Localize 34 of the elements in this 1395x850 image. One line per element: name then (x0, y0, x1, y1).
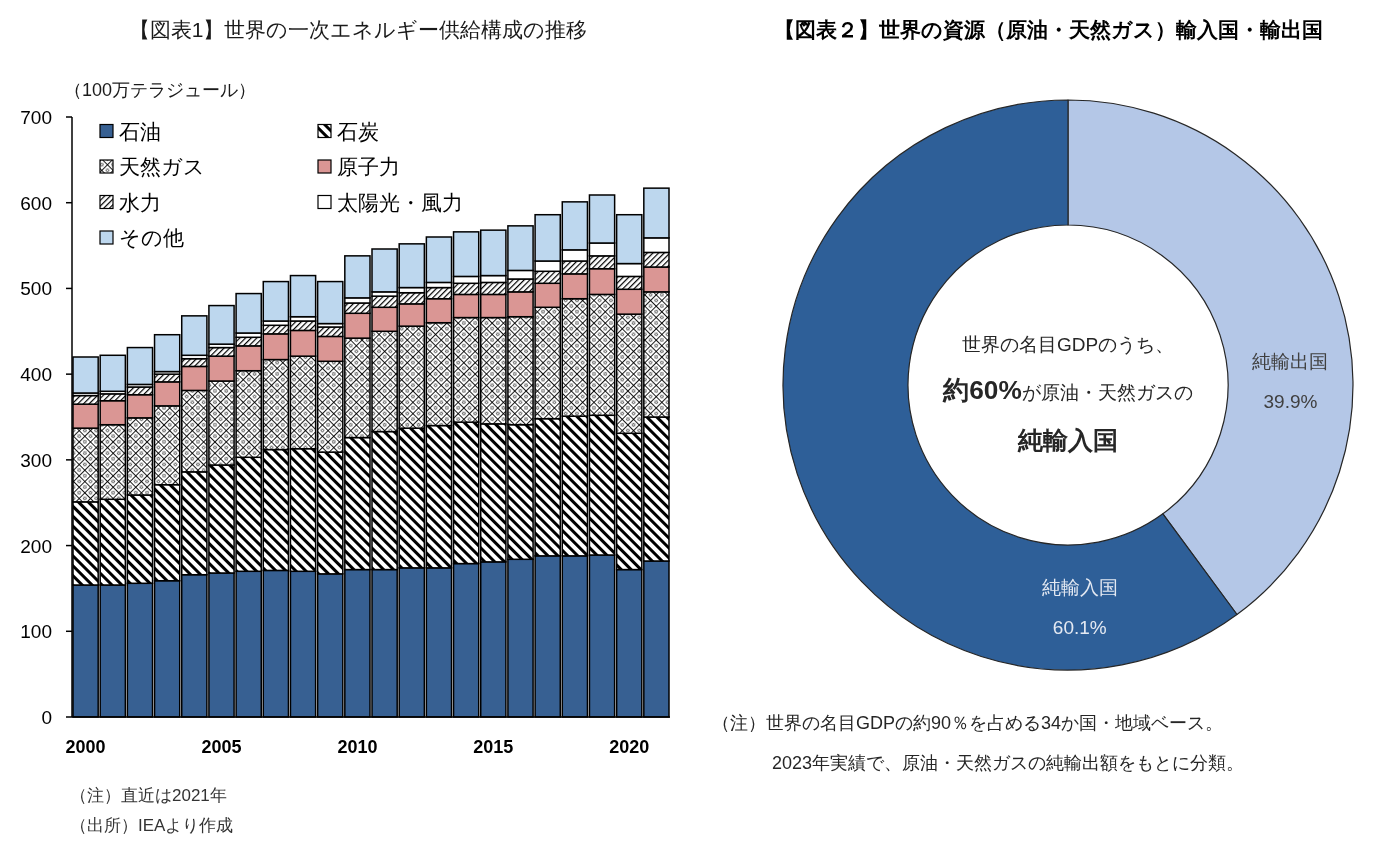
legend-label: 石油 (119, 119, 161, 143)
x-tick-label: 2010 (337, 737, 378, 757)
x-tick-label: 2015 (473, 737, 514, 757)
x-tick-label: 2020 (609, 737, 650, 757)
legend-label: その他 (119, 226, 184, 249)
text: （注）世界の名目GDPの約90％を占める34か国・地域ベース。 (712, 713, 1224, 733)
chart-title: 【図表２】世界の資源（原油・天然ガス）輸入国・輸出国 (773, 18, 1323, 42)
x-tick-label: 2000 (65, 737, 106, 757)
text: 純輸入国 (1017, 426, 1118, 454)
y-tick-label: 200 (20, 535, 52, 557)
chart-title: 【図表1】世界の一次エネルギー供給構成の推移 (128, 18, 588, 41)
legend-label: 太陽光・風力 (337, 190, 463, 214)
x-tick-label: 2005 (201, 737, 242, 757)
y-tick-label: 600 (20, 192, 52, 214)
y-tick-label: 100 (20, 621, 52, 643)
text: 2023年実績で、原油・天然ガスの純輸出額をもとに分類。 (772, 753, 1245, 773)
legend-label: 水力 (119, 190, 161, 214)
y-tick-label: 700 (20, 107, 52, 128)
legend-label: 原子力 (337, 155, 400, 178)
y-tick-label: 300 (20, 449, 52, 471)
text: （注）直近は2021年 (70, 786, 227, 805)
legend-label: 石炭 (337, 119, 379, 143)
data-label: 39.9% (1263, 391, 1318, 413)
y-tick-label: 0 (41, 707, 52, 728)
y-tick-label: 400 (20, 364, 52, 386)
y-tick-label: 500 (20, 278, 52, 300)
text: （出所）IEAより作成 (70, 816, 234, 835)
slice-label: 純輸出国 (1252, 351, 1329, 373)
text: 世界の名目GDPのうち、 (961, 334, 1175, 355)
slice-label: 純輸入国 (1041, 577, 1118, 599)
text: 約60%が原油・天然ガスの (942, 375, 1193, 405)
data-label: 60.1% (1052, 617, 1107, 639)
legend-label: 天然ガス (119, 155, 205, 178)
y-axis-title: （100万テラジュール） (64, 80, 257, 100)
